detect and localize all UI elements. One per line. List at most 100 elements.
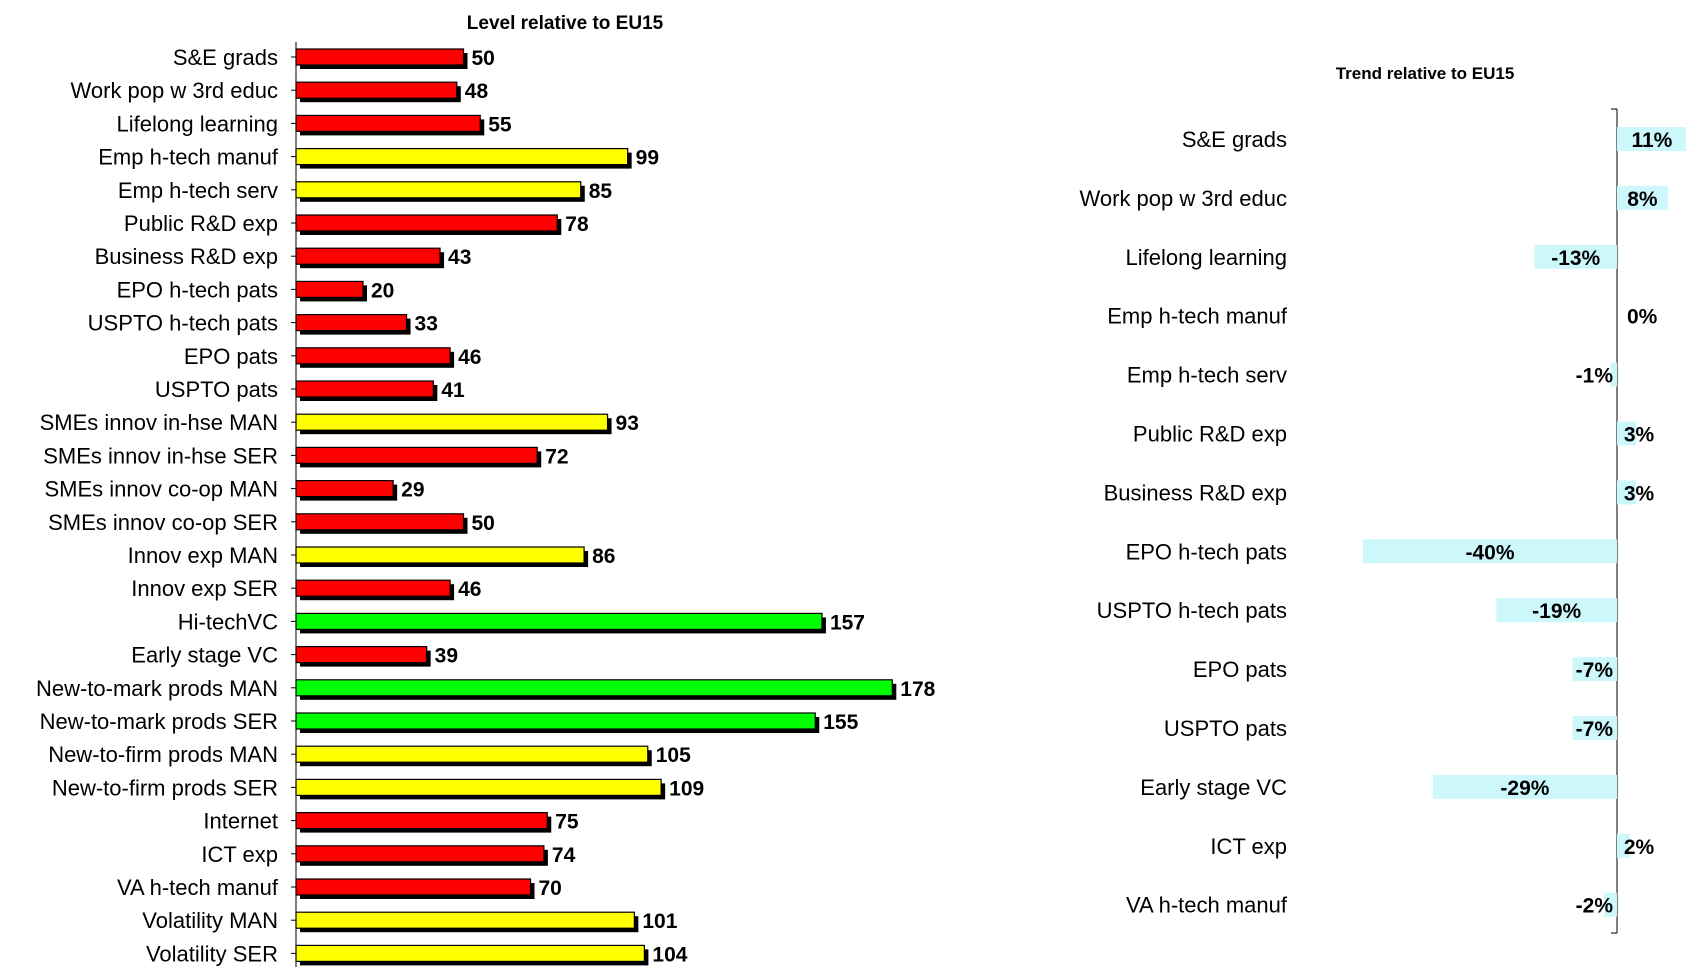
level-bar [295,114,481,133]
level-bar [295,347,451,365]
level-value-label: 75 [555,811,579,834]
trend-category-label: USPTO pats [1164,716,1287,741]
trend-value-label: 3% [1624,482,1655,505]
level-value-label: 74 [552,844,576,867]
level-value-label: 43 [448,246,471,269]
level-value-label: 55 [488,113,512,136]
level-bar [295,480,394,498]
level-value-label: 93 [616,412,639,435]
level-category-label: New-to-firm prods SER [52,775,278,800]
trend-bar [1572,657,1617,682]
trend-category-label: EPO pats [1193,657,1287,682]
level-value-label: 39 [435,645,458,668]
level-value-label: 46 [458,346,481,369]
trend-category-label: ICT exp [1210,834,1287,859]
level-bar [295,181,582,199]
level-category-label: Emp h-tech manuf [98,145,279,170]
trend-chart-title: Trend relative to EU15 [1336,64,1515,83]
level-value-label: 86 [592,545,615,568]
trend-bar [1617,185,1668,210]
level-value-label: 109 [669,777,704,800]
trend-value-label: 8% [1627,188,1658,211]
trend-bar [1617,421,1637,446]
level-bar [295,380,434,398]
trend-value-label: 2% [1624,836,1655,859]
level-category-label: SMEs innov co-op SER [48,510,278,535]
level-bar [295,778,662,797]
level-value-label: 50 [472,47,495,70]
level-value-label: 41 [441,379,465,402]
level-value-label: 33 [415,313,438,336]
trend-value-label: 11% [1631,129,1672,152]
trend-category-label: Lifelong learning [1126,245,1287,270]
trend-value-label: -29% [1500,777,1549,800]
level-category-label: VA h-tech manuf [117,875,279,900]
trend-category-label: S&E grads [1182,127,1287,152]
level-value-label: 178 [900,678,935,701]
level-category-label: Business R&D exp [95,244,278,269]
trend-value-label: -7% [1576,659,1614,682]
level-category-label: New-to-mark prods SER [40,709,278,734]
level-category-label: Hi-techVC [178,609,278,634]
level-category-label: Innov exp SER [131,576,278,601]
level-category-label: Work pop w 3rd educ [71,78,278,103]
level-bar [295,413,609,431]
trend-value-label: -7% [1576,718,1614,741]
trend-value-label: -2% [1576,895,1614,918]
trend-value-label: 3% [1624,424,1655,447]
level-bar [295,81,458,99]
level-bar [295,845,545,863]
level-bar [295,679,893,697]
level-bar [295,944,645,963]
level-category-label: SMEs innov in-hse MAN [40,410,278,435]
level-category-label: New-to-mark prods MAN [36,676,278,701]
level-bar [295,314,408,332]
level-bar [295,645,428,664]
level-bar [295,911,635,929]
trend-value-label: -13% [1551,247,1600,270]
level-bar [295,811,548,830]
level-bar [295,280,364,298]
level-bar [295,745,649,763]
level-category-label: USPTO pats [155,377,278,402]
level-category-label: SMEs innov in-hse SER [43,443,278,468]
level-bar [295,247,441,265]
level-value-label: 85 [589,180,613,203]
level-value-label: 48 [465,80,489,103]
trend-bar [1617,833,1630,858]
level-category-label: Lifelong learning [117,111,278,136]
trend-category-label: Business R&D exp [1104,480,1287,505]
level-category-label: SMEs innov co-op MAN [44,477,278,502]
trend-bar [1534,244,1617,269]
level-bar [295,446,538,464]
trend-category-label: VA h-tech manuf [1126,893,1288,918]
level-category-label: EPO pats [184,344,278,369]
level-category-label: Emp h-tech serv [118,178,278,203]
level-value-label: 20 [371,279,394,302]
level-value-label: 101 [642,910,677,933]
trend-bar [1617,127,1686,151]
trend-category-label: Emp h-tech serv [1127,363,1287,388]
level-category-label: New-to-firm prods MAN [48,742,278,767]
level-value-label: 155 [823,711,858,734]
level-bar [295,878,532,896]
level-chart-title: Level relative to EU15 [467,13,664,34]
trend-bar [1617,480,1637,505]
trend-bar [1572,716,1617,740]
trend-bar [1496,598,1617,623]
level-bar [295,513,465,531]
level-category-label: EPO h-tech pats [117,277,278,302]
trend-category-label: Emp h-tech manuf [1107,304,1288,329]
trend-value-label: 0% [1627,306,1658,329]
level-value-label: 157 [830,611,865,634]
trend-chart: Trend relative to EU15 S&E grads 11% Work … [1080,64,1686,934]
level-category-label: ICT exp [201,842,278,867]
trend-category-label: Early stage VC [1140,775,1287,800]
level-bar [295,612,823,631]
level-value-label: 104 [652,943,687,966]
level-category-label: Volatility MAN [142,908,278,933]
level-value-label: 29 [401,479,424,502]
level-category-label: Early stage VC [131,643,278,668]
level-category-label: Public R&D exp [124,211,278,236]
